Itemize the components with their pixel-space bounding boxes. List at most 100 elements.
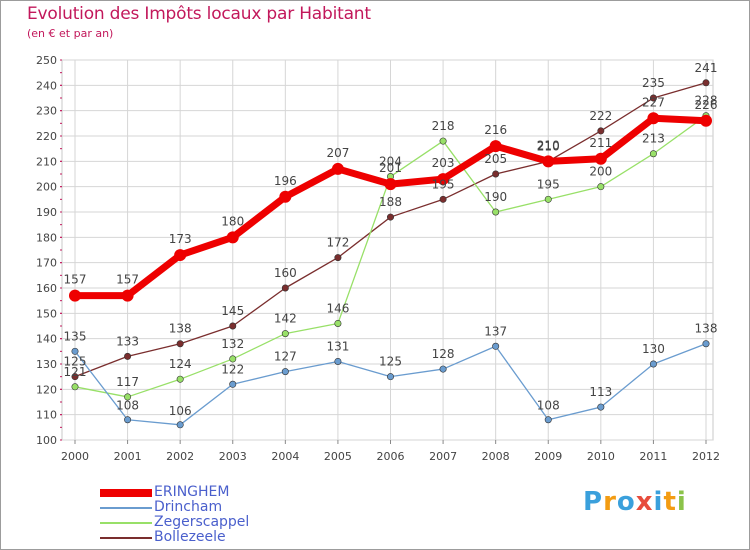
point-zegerscappel <box>124 393 132 401</box>
data-label: 204 <box>379 155 402 169</box>
point-zegerscappel <box>439 137 447 145</box>
y-tick-label: 180 <box>36 231 57 244</box>
data-label: 121 <box>64 365 87 379</box>
point-drincham <box>334 357 342 365</box>
point-eringhem <box>542 155 555 168</box>
point-bollezeele <box>492 170 500 178</box>
data-label: 200 <box>589 165 612 179</box>
point-drincham <box>124 416 132 424</box>
data-label: 145 <box>221 304 244 318</box>
point-zegerscappel <box>597 183 605 191</box>
point-eringhem <box>174 249 187 262</box>
data-label: 218 <box>432 119 455 133</box>
y-tick-label: 200 <box>36 181 57 194</box>
point-zegerscappel <box>334 319 342 327</box>
point-drincham <box>71 347 79 355</box>
point-zegerscappel <box>649 150 657 158</box>
y-tick-label: 230 <box>36 105 57 118</box>
point-bollezeele <box>386 213 394 221</box>
chart-subtitle: (en € et par an) <box>27 27 114 40</box>
data-label: 125 <box>379 355 402 369</box>
logo-letter: r <box>603 487 617 517</box>
point-bollezeele <box>597 127 605 135</box>
legend-label: Zegerscappel <box>154 514 250 530</box>
point-eringhem <box>594 152 607 165</box>
point-drincham <box>176 421 184 429</box>
x-tick-label: 2011 <box>639 450 667 463</box>
logo-letter: i <box>653 487 664 517</box>
data-label: 172 <box>326 236 349 250</box>
data-label: 108 <box>537 399 560 413</box>
data-label: 211 <box>589 136 612 150</box>
plot-area <box>61 59 714 441</box>
data-label: 195 <box>537 177 560 191</box>
data-label: 157 <box>116 273 139 287</box>
data-label: 216 <box>484 123 507 137</box>
logo-letter: P <box>583 487 604 517</box>
data-label: 133 <box>116 334 139 348</box>
legend-swatch <box>100 489 152 497</box>
point-bollezeele <box>71 373 79 381</box>
data-label: 135 <box>64 329 87 343</box>
data-label: 213 <box>642 132 665 146</box>
point-bollezeele <box>649 94 657 102</box>
data-label: 138 <box>169 322 192 336</box>
point-drincham <box>597 403 605 411</box>
y-tick-label: 100 <box>36 434 57 447</box>
data-label: 180 <box>221 214 244 228</box>
grid <box>61 59 714 441</box>
data-label: 125 <box>64 355 87 369</box>
y-tick-label: 140 <box>36 333 57 346</box>
y-tick-label: 220 <box>36 130 57 143</box>
data-label: 205 <box>484 152 507 166</box>
data-label: 228 <box>695 94 718 108</box>
data-label: 124 <box>169 357 192 371</box>
x-tick-label: 2006 <box>377 450 405 463</box>
point-zegerscappel <box>492 208 500 216</box>
data-label: 241 <box>695 61 718 75</box>
point-bollezeele <box>281 284 289 292</box>
point-bollezeele <box>334 254 342 262</box>
x-tick-label: 2000 <box>61 450 89 463</box>
point-drincham <box>229 380 237 388</box>
logo-letter: t <box>663 487 677 517</box>
data-label: 113 <box>589 385 612 399</box>
data-label: 106 <box>169 404 192 418</box>
point-eringhem <box>489 140 502 153</box>
data-label: 160 <box>274 266 297 280</box>
x-tick-label: 2003 <box>219 450 247 463</box>
legend-swatch <box>100 537 152 539</box>
y-tick-label: 250 <box>36 54 57 67</box>
y-tick-label: 130 <box>36 358 57 371</box>
legend-swatch <box>100 522 152 524</box>
data-label: 108 <box>116 399 139 413</box>
y-tick-label: 210 <box>36 155 57 168</box>
data-label: 201 <box>379 161 402 175</box>
point-eringhem <box>647 112 660 125</box>
data-label: 117 <box>116 375 139 389</box>
x-tick-label: 2001 <box>114 450 142 463</box>
data-label: 173 <box>169 232 192 246</box>
legend-label: Bollezeele <box>154 529 226 545</box>
data-label: 157 <box>64 273 87 287</box>
data-label: 127 <box>274 350 297 364</box>
x-tick-label: 2009 <box>534 450 562 463</box>
data-label: 210 <box>537 139 560 153</box>
legend-label: ERINGHEM <box>154 484 230 500</box>
point-drincham <box>492 342 500 350</box>
point-zegerscappel <box>544 195 552 203</box>
x-tick-label: 2007 <box>429 450 457 463</box>
y-tick-label: 120 <box>36 383 57 396</box>
y-tick-label: 240 <box>36 79 57 92</box>
point-drincham <box>439 365 447 373</box>
data-label: 138 <box>695 322 718 336</box>
data-label: 137 <box>484 324 507 338</box>
logo-letter: x <box>635 487 654 517</box>
data-label: 190 <box>484 190 507 204</box>
point-eringhem <box>226 231 239 244</box>
point-eringhem <box>384 178 397 191</box>
point-zegerscappel <box>281 330 289 338</box>
point-bollezeele <box>702 79 710 87</box>
x-tick-label: 2005 <box>324 450 352 463</box>
